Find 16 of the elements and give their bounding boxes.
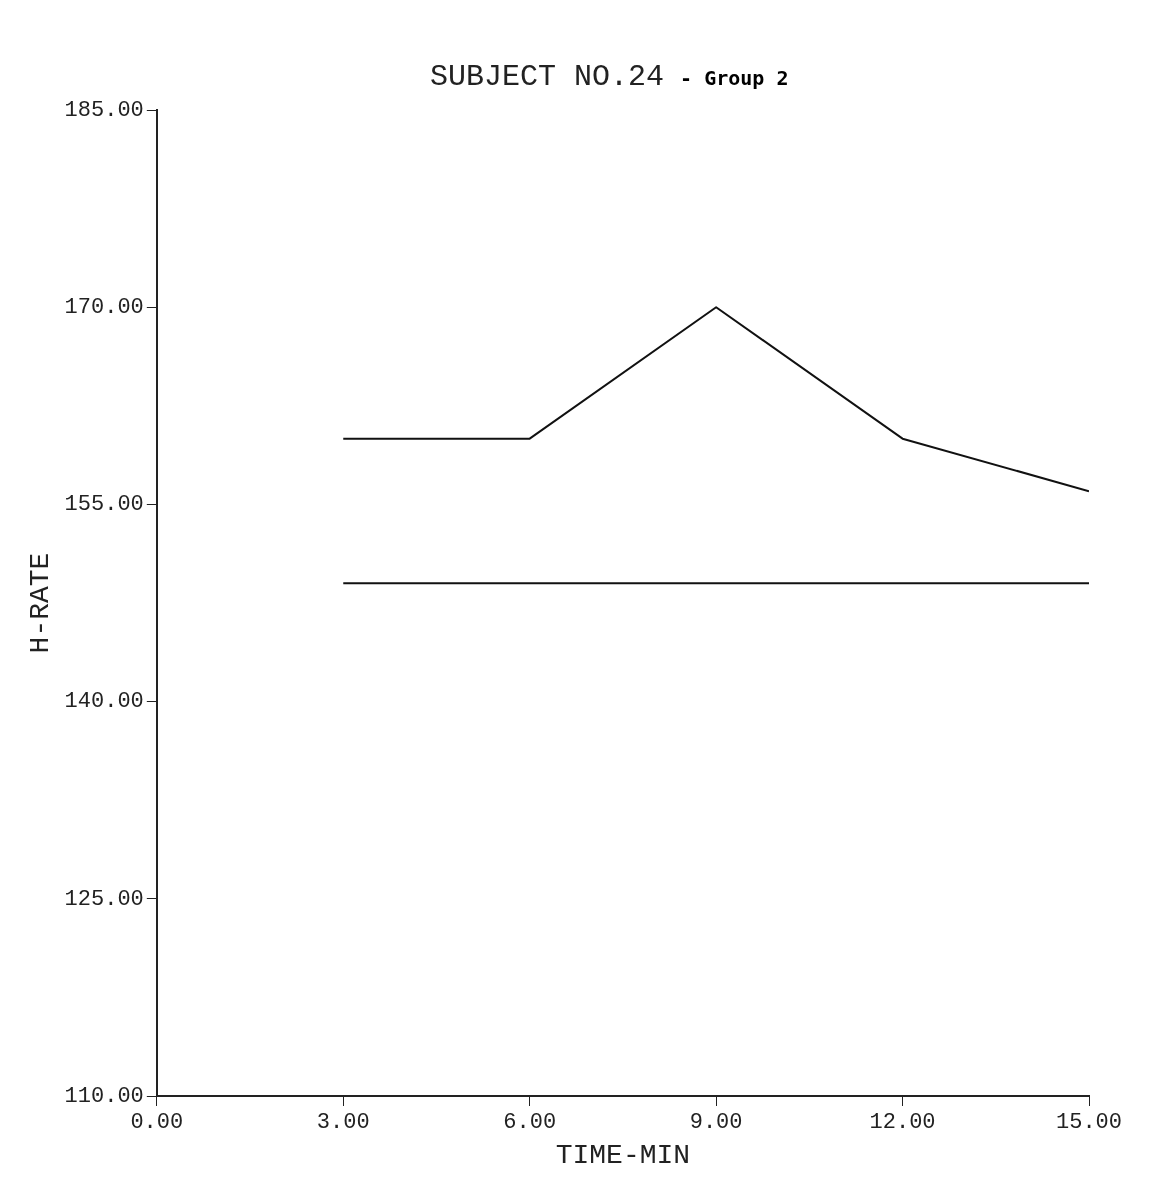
x-tick-label: 3.00 [316,1110,370,1136]
x-tick-label: 12.00 [869,1110,936,1136]
x-tick-label: 6.00 [503,1110,557,1136]
y-tick-label: 125.00 [64,886,144,912]
x-tick-label: 0.00 [130,1110,184,1136]
y-tick-label: 110.00 [64,1083,144,1109]
y-axis-title: H-RATE [25,552,57,654]
x-tick-label: 15.00 [1055,1110,1123,1136]
chart-title: SUBJECT NO.24 [430,60,665,94]
y-tick-label: 140.00 [64,689,144,715]
y-tick-label: 185.00 [64,97,144,123]
x-axis-title: TIME-MIN [555,1139,691,1171]
x-tick-label: 9.00 [689,1110,743,1136]
chart-subtitle: - Group 2 [680,66,789,90]
y-tick-label: 170.00 [64,295,144,321]
y-tick-label: 155.00 [64,492,144,518]
